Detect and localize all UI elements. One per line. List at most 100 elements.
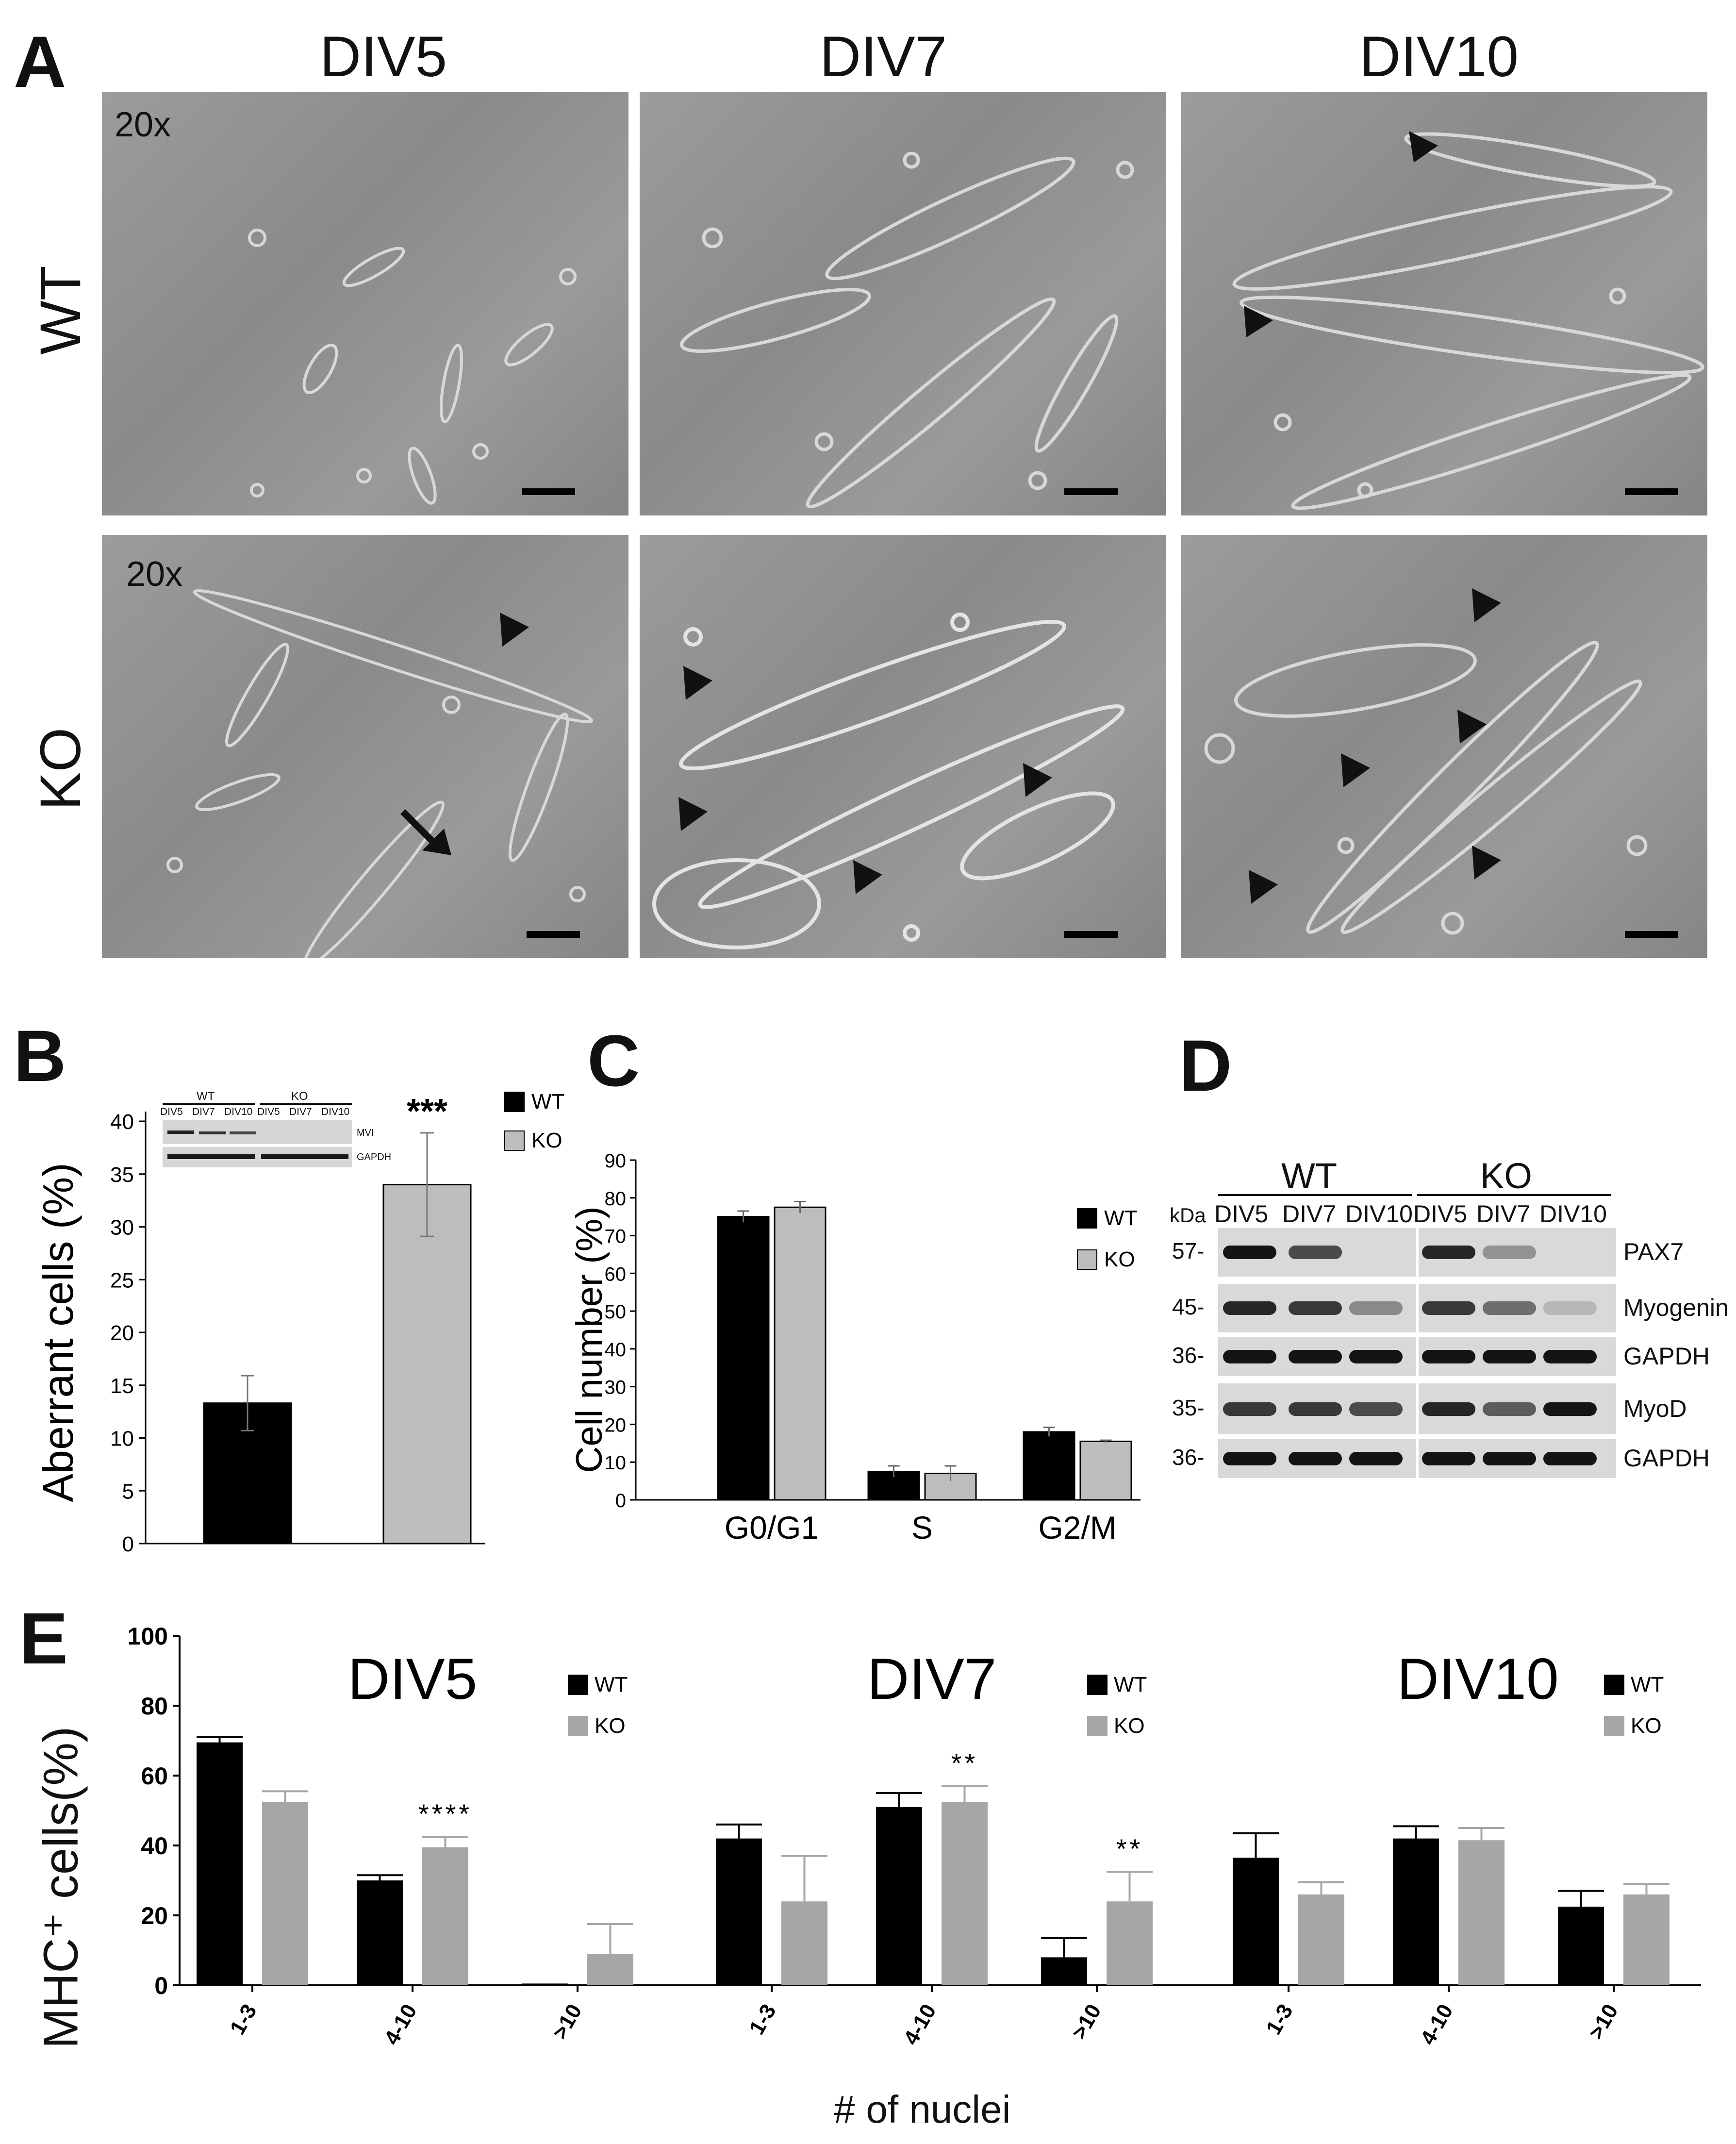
chart-b: 0 5 10 15 20 25 30 35 40 Aberrant cells (%) *** WT K…	[0, 1044, 607, 1578]
inset-group-wt-line	[163, 1103, 255, 1105]
y-tick-label: 0	[615, 1490, 626, 1512]
col-head-div5: DIV5	[319, 25, 447, 89]
blot-band	[1223, 1350, 1276, 1363]
chart-title: DIV10	[1397, 1646, 1559, 1712]
micrograph-wt-div5: 20x	[102, 92, 628, 515]
panel-e-xlabel: # of nuclei	[833, 2088, 1011, 2131]
blot-band	[1483, 1350, 1536, 1363]
mw-marker: 57-	[1172, 1238, 1205, 1263]
significance-label: **	[951, 1748, 978, 1778]
blot-band	[1422, 1452, 1475, 1465]
x-tick-label: >10	[548, 2000, 587, 2044]
blot-separator	[1416, 1228, 1419, 1277]
panel-b-inset-blot: WT KO DIV5 DIV7 DIV10 DIV5 DIV7 DIV10 MV…	[160, 1090, 391, 1175]
bar-ko	[422, 1847, 468, 1985]
group-wt-line	[1218, 1194, 1412, 1196]
lane-label: DIV7	[1282, 1200, 1337, 1228]
panel-e-letter: E	[19, 1597, 68, 1679]
significance-label: **	[1116, 1833, 1143, 1864]
blot-band	[1483, 1452, 1536, 1465]
blot-band	[1422, 1402, 1475, 1416]
blot-row-myogenin	[1218, 1284, 1616, 1332]
y-tick-label: 20	[110, 1321, 134, 1345]
blot-band	[1223, 1402, 1276, 1416]
bar-ko	[1298, 1894, 1344, 1985]
bar-wt	[876, 1807, 922, 1985]
blot-band	[1289, 1402, 1342, 1416]
blot-band	[1422, 1246, 1475, 1259]
bar-wt	[1558, 1907, 1604, 1985]
y-axis-label: Aberrant cells (%)	[34, 1163, 82, 1502]
legend-swatch-wt	[568, 1675, 588, 1695]
chart-title: DIV5	[348, 1646, 478, 1712]
bar-wt	[1233, 1858, 1279, 1985]
y-tick-label: 50	[605, 1301, 627, 1323]
chart-b-svg: 0 5 10 15 20 25 30 35 40 Aberrant cells (%) *** WT K…	[34, 1090, 564, 1556]
x-tick-label: G0/G1	[725, 1510, 819, 1546]
bar-ko	[1107, 1901, 1153, 1985]
y-tick-label: 20	[605, 1414, 627, 1436]
legend-swatch-ko	[568, 1716, 588, 1736]
y-tick-label: 80	[141, 1693, 168, 1720]
legend-label-wt: WT	[1631, 1673, 1664, 1696]
blot-band	[1223, 1301, 1276, 1315]
lane-label: DIV5	[1214, 1200, 1269, 1228]
y-axis-label: Cell number (%)	[573, 1206, 610, 1473]
bar-ko	[382, 1184, 472, 1545]
lane-labels: DIV5 DIV7 DIV10 DIV5 DIV7 DIV10	[1214, 1200, 1607, 1228]
legend-label-ko: KO	[1104, 1247, 1135, 1271]
inset-blot-gapdh	[163, 1147, 352, 1167]
blot-band	[1289, 1301, 1342, 1315]
legend-label-ko: KO	[1631, 1714, 1662, 1738]
y-tick-label: 100	[128, 1623, 168, 1650]
lane-label: DIV5	[1413, 1200, 1468, 1228]
blot-label-myod: MyoD	[1623, 1395, 1687, 1422]
significance-label: ****	[418, 1798, 472, 1829]
bar-wt	[717, 1216, 770, 1501]
y-tick-label: 30	[110, 1216, 134, 1240]
chart-e-div10: DIV10 1-3 4-10 >10 WT KO	[1182, 1646, 1701, 2049]
legend-swatch-ko	[1077, 1249, 1097, 1270]
inset-group-wt: WT	[197, 1090, 215, 1103]
bar-ko	[774, 1206, 827, 1501]
bar-wt	[1393, 1838, 1439, 1985]
blot-band	[1289, 1350, 1342, 1363]
legend-label-ko: KO	[1114, 1714, 1145, 1738]
y-tick-label: 0	[122, 1532, 134, 1556]
blot-separator	[1416, 1284, 1419, 1332]
blot-row-myod	[1218, 1383, 1616, 1434]
blot-label-gapdh: GAPDH	[1623, 1343, 1710, 1370]
inset-lane: DIV5	[257, 1106, 280, 1117]
x-tick-label: 1-3	[744, 2000, 780, 2039]
scale-bar	[1064, 931, 1118, 938]
inset-lanes: DIV5 DIV7 DIV10 DIV5 DIV7 DIV10	[160, 1106, 354, 1118]
blot-band	[1349, 1402, 1403, 1416]
blot-band	[1543, 1350, 1597, 1363]
y-tick-label: 15	[110, 1374, 134, 1398]
bar-wt	[197, 1742, 243, 1985]
scale-bar	[1064, 488, 1118, 495]
inset-band-label-mvi: MVI	[357, 1128, 374, 1138]
cells-drawing	[166, 589, 594, 958]
col-head-div7: DIV7	[819, 25, 947, 89]
panel-c-letter: C	[587, 1020, 640, 1101]
x-tick-label: S	[911, 1510, 933, 1546]
col-head-div10: DIV10	[1359, 25, 1519, 89]
blot-band	[1483, 1246, 1536, 1259]
x-tick-label: 4-10	[1416, 2000, 1457, 2049]
bar-ko	[1079, 1440, 1132, 1501]
micrograph-ko-div7	[640, 535, 1166, 958]
scale-bar	[527, 931, 580, 938]
bar-ko	[1458, 1840, 1505, 1985]
blot-separator	[1416, 1383, 1419, 1434]
x-tick-label: 1-3	[1261, 2000, 1297, 2039]
panel-d-letter: D	[1179, 1025, 1232, 1106]
chart-e-div7: DIV7 1-3 4-10 >10 ** ** WT KO	[665, 1646, 1184, 2049]
bar-ko	[781, 1901, 827, 1985]
y-tick-label: 30	[605, 1377, 627, 1398]
inset-blot-mvi	[163, 1120, 352, 1144]
bar-wt	[522, 1983, 568, 1985]
bar-ko	[262, 1802, 308, 1985]
inset-lane: DIV10	[321, 1106, 350, 1117]
inset-lane: DIV10	[224, 1106, 253, 1117]
